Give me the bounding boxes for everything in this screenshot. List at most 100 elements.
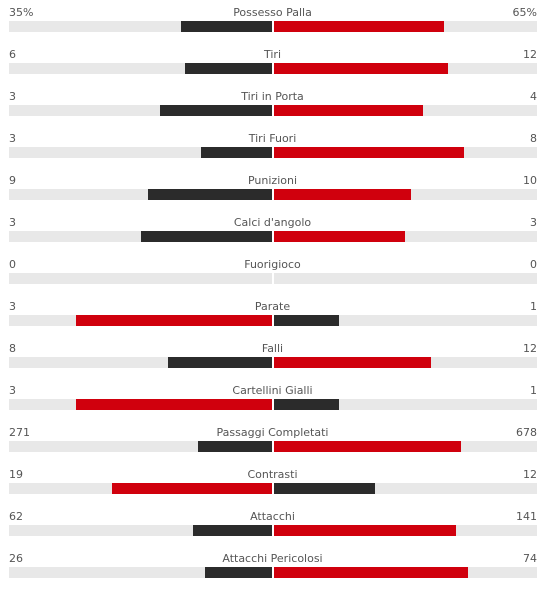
stat-bar-right <box>273 315 339 326</box>
stat-bar-divider <box>272 315 274 326</box>
stat-row: 3 Calci d'angolo 3 <box>0 210 545 252</box>
stat-bar-track <box>9 231 537 242</box>
stat-bar-left <box>198 441 273 452</box>
stat-bar-left <box>76 399 273 410</box>
stat-left-value: 8 <box>9 342 16 355</box>
stat-bar-divider <box>272 483 274 494</box>
stat-right-value: 65% <box>512 6 537 19</box>
stat-row: 0 Fuorigioco 0 <box>0 252 545 294</box>
stat-bar-left <box>141 231 273 242</box>
stat-bar-right <box>273 525 456 536</box>
stat-row: 3 Parate 1 <box>0 294 545 336</box>
stat-right-value: 12 <box>523 468 537 481</box>
stat-bar-right <box>273 63 448 74</box>
stat-left-value: 19 <box>9 468 23 481</box>
stat-label: Attacchi <box>250 510 295 523</box>
stat-bar-track <box>9 357 537 368</box>
stat-bar-track <box>9 441 537 452</box>
stat-label: Parate <box>254 300 291 313</box>
stat-row: 26 Attacchi Pericolosi 74 <box>0 546 545 588</box>
stat-bar-track <box>9 525 537 536</box>
stat-bar-left <box>205 567 273 578</box>
stat-row: 3 Cartellini Gialli 1 <box>0 378 545 420</box>
stat-bar-left <box>160 105 273 116</box>
stat-row: 8 Falli 12 <box>0 336 545 378</box>
stat-left-value: 3 <box>9 300 16 313</box>
stat-bar-divider <box>272 441 274 452</box>
stat-bar-divider <box>272 399 274 410</box>
stat-right-value: 1 <box>530 384 537 397</box>
stat-bar-track <box>9 567 537 578</box>
stat-bar-left <box>181 21 273 32</box>
stat-row: 35% Possesso Palla 65% <box>0 0 545 42</box>
stat-bar-left <box>168 357 273 368</box>
stat-left-value: 271 <box>9 426 30 439</box>
stat-right-value: 141 <box>516 510 537 523</box>
stat-bar-divider <box>272 525 274 536</box>
stat-bar-right <box>273 441 461 452</box>
stat-right-value: 0 <box>530 258 537 271</box>
stat-bar-left <box>112 483 273 494</box>
stat-bar-track <box>9 105 537 116</box>
stat-row: 62 Attacchi 141 <box>0 504 545 546</box>
stat-bar-divider <box>272 105 274 116</box>
stat-label: Contrasti <box>247 468 298 481</box>
stat-bar-track <box>9 21 537 32</box>
stat-row: 9 Punizioni 10 <box>0 168 545 210</box>
stat-right-value: 10 <box>523 174 537 187</box>
stat-left-value: 9 <box>9 174 16 187</box>
stat-row: 19 Contrasti 12 <box>0 462 545 504</box>
stat-bar-right <box>273 399 339 410</box>
stat-bar-right <box>273 231 405 242</box>
stat-label: Tiri <box>263 48 281 61</box>
stat-bar-track <box>9 189 537 200</box>
stat-left-value: 0 <box>9 258 16 271</box>
stat-label: Possesso Palla <box>233 6 312 19</box>
stat-bar-track <box>9 483 537 494</box>
stat-label: Fuorigioco <box>244 258 301 271</box>
stat-label: Tiri Fuori <box>248 132 297 145</box>
stat-bar-divider <box>272 231 274 242</box>
stat-label: Passaggi Completati <box>216 426 329 439</box>
stat-bar-right <box>273 21 444 32</box>
stat-row: 3 Tiri Fuori 8 <box>0 126 545 168</box>
stat-right-value: 4 <box>530 90 537 103</box>
stat-right-value: 8 <box>530 132 537 145</box>
stat-left-value: 6 <box>9 48 16 61</box>
stat-label: Falli <box>261 342 284 355</box>
stat-left-value: 35% <box>9 6 34 19</box>
stat-left-value: 3 <box>9 132 16 145</box>
stat-bar-divider <box>272 189 274 200</box>
stat-row: 3 Tiri in Porta 4 <box>0 84 545 126</box>
stat-right-value: 12 <box>523 342 537 355</box>
stat-bar-divider <box>272 147 274 158</box>
stat-row: 6 Tiri 12 <box>0 42 545 84</box>
stat-right-value: 1 <box>530 300 537 313</box>
stat-bar-divider <box>272 567 274 578</box>
stat-label: Attacchi Pericolosi <box>222 552 323 565</box>
stat-right-value: 3 <box>530 216 537 229</box>
stat-bar-track <box>9 315 537 326</box>
stat-left-value: 3 <box>9 384 16 397</box>
stat-left-value: 3 <box>9 216 16 229</box>
stat-bar-right <box>273 483 375 494</box>
stat-bar-track <box>9 63 537 74</box>
stat-label: Tiri in Porta <box>241 90 304 103</box>
stat-bar-track <box>9 147 537 158</box>
stat-left-value: 26 <box>9 552 23 565</box>
stat-bar-right <box>273 147 464 158</box>
stat-bar-left <box>193 525 273 536</box>
stat-bar-track <box>9 399 537 410</box>
stat-bar-left <box>148 189 273 200</box>
stat-left-value: 62 <box>9 510 23 523</box>
stat-label: Calci d'angolo <box>233 216 312 229</box>
stat-left-value: 3 <box>9 90 16 103</box>
stat-bar-divider <box>272 63 274 74</box>
stat-bar-right <box>273 357 431 368</box>
stat-right-value: 74 <box>523 552 537 565</box>
stat-bar-left <box>76 315 273 326</box>
stat-bar-divider <box>272 21 274 32</box>
stat-bar-right <box>273 189 411 200</box>
stat-label: Punizioni <box>247 174 298 187</box>
